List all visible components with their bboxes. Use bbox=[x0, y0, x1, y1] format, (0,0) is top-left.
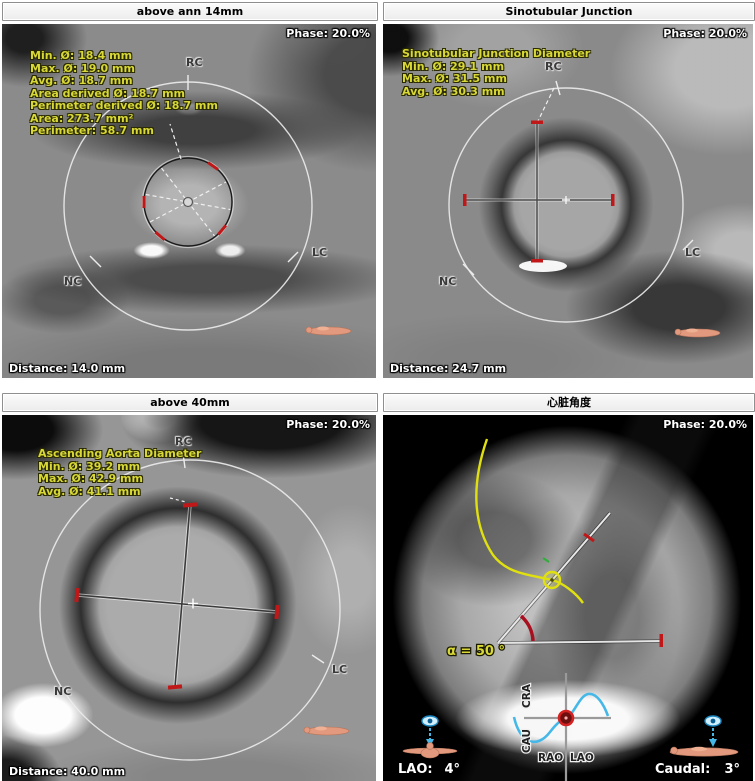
measurement-handle[interactable] bbox=[167, 684, 183, 690]
patient-side-icon bbox=[669, 746, 739, 757]
measurement-handle[interactable] bbox=[274, 604, 280, 620]
center-cross[interactable] bbox=[562, 196, 570, 204]
panel-title-cardiac-angle[interactable]: 心脏角度 bbox=[383, 393, 755, 412]
ct-viewport-stj[interactable]: Phase: 20.0% Sinotubular Junction Diamet… bbox=[383, 24, 753, 378]
distance-readout: Distance: 24.7 mm bbox=[390, 362, 507, 375]
phase-indicator: Phase: 20.0% bbox=[663, 418, 747, 431]
phase-indicator: Phase: 20.0% bbox=[286, 418, 370, 431]
crossing-marker-dot bbox=[550, 578, 554, 582]
axis-label-cra: CRA bbox=[521, 683, 533, 708]
eye-pupil bbox=[710, 718, 716, 724]
distance-readout: Distance: 40.0 mm bbox=[9, 765, 126, 778]
reference-circle[interactable] bbox=[448, 87, 684, 323]
panel-title-ascending-aorta[interactable]: above 40mm bbox=[2, 393, 378, 412]
readout-value: 4° bbox=[444, 762, 460, 777]
ct-viewport-above-ann[interactable]: Phase: 20.0% Min. Ø: 18.4 mm Max. Ø: 19.… bbox=[2, 24, 376, 378]
measurement-handle[interactable] bbox=[154, 230, 166, 242]
cusp-label-rc: RC bbox=[545, 60, 562, 73]
measurement-handle[interactable] bbox=[182, 502, 198, 508]
measurement-handle[interactable] bbox=[463, 194, 467, 206]
calcification-spot bbox=[519, 260, 567, 272]
projection-marker-dot bbox=[564, 716, 568, 720]
patient-orientation-icon bbox=[303, 726, 350, 736]
measurement-handle[interactable] bbox=[142, 196, 146, 208]
cusp-label-lc: LC bbox=[312, 246, 328, 259]
cusp-label-nc: NC bbox=[439, 275, 457, 288]
cusp-label-lc: LC bbox=[332, 663, 348, 676]
measurement-handle[interactable] bbox=[659, 634, 664, 647]
measurement-readout: Min. Ø: 18.4 mm Max. Ø: 19.0 mm Avg. Ø: … bbox=[30, 49, 218, 137]
panel-title-label: 心脏角度 bbox=[547, 396, 591, 409]
diameter-crosshair[interactable] bbox=[463, 120, 615, 263]
measurement-handle[interactable] bbox=[531, 259, 543, 263]
diameter-lines[interactable] bbox=[145, 123, 231, 237]
measurement-handle[interactable] bbox=[74, 587, 80, 603]
readout-label: Caudal: bbox=[655, 762, 711, 777]
green-tick bbox=[542, 557, 550, 563]
ct-viewport-ascending-aorta[interactable]: Phase: 20.0% Ascending Aorta Diameter Mi… bbox=[2, 415, 376, 781]
axis-label-lao: LAO bbox=[570, 752, 594, 764]
angle-value-label: α = 50 ° bbox=[447, 644, 505, 659]
circle-tick bbox=[555, 80, 561, 96]
circle-tick bbox=[182, 452, 186, 469]
center-handle[interactable] bbox=[182, 196, 194, 208]
readout-label: LAO: bbox=[398, 762, 433, 777]
fluoro-viewport-cardiac-angle[interactable]: Phase: 20.0% α = 50 ° CRA CAU RAO LAO bbox=[383, 415, 753, 781]
panel-title-label: above 40mm bbox=[150, 396, 230, 409]
panel-title-label: Sinotubular Junction bbox=[505, 5, 633, 18]
view-direction-right bbox=[669, 715, 739, 757]
measurement-handle[interactable] bbox=[216, 224, 228, 236]
distance-readout: Distance: 14.0 mm bbox=[9, 362, 126, 375]
angle-overlay[interactable]: α = 50 ° CRA CAU RAO LAO bbox=[383, 415, 753, 781]
cusp-label-rc: RC bbox=[175, 435, 192, 448]
projection-axis-diagram[interactable]: CRA CAU RAO LAO bbox=[512, 673, 611, 781]
cusp-label-nc: NC bbox=[54, 685, 72, 698]
center-cross[interactable] bbox=[188, 598, 198, 609]
view-direction-left bbox=[402, 715, 458, 759]
angle-arc bbox=[519, 614, 535, 642]
cusp-label-nc: NC bbox=[64, 275, 82, 288]
measurement-readout: Sinotubular Junction Diameter Min. Ø: 29… bbox=[402, 47, 591, 98]
panel-title-label: above ann 14mm bbox=[136, 5, 244, 18]
contour-handles[interactable] bbox=[142, 161, 228, 242]
view-arrow-head bbox=[709, 739, 717, 747]
circle-tick bbox=[311, 654, 325, 664]
commissure-dash-line bbox=[169, 497, 187, 503]
readout-lao: LAO: 4° bbox=[398, 762, 460, 777]
measurement-readout: Ascending Aorta Diameter Min. Ø: 39.2 mm… bbox=[38, 447, 202, 498]
circle-tick bbox=[89, 255, 102, 268]
measurement-handle[interactable] bbox=[583, 532, 595, 543]
readout-value: 3° bbox=[724, 762, 740, 777]
panel-title-above-ann[interactable]: above ann 14mm bbox=[2, 2, 378, 21]
axis-label-cau: CAU bbox=[521, 729, 533, 753]
phase-indicator: Phase: 20.0% bbox=[663, 27, 747, 40]
phase-indicator: Phase: 20.0% bbox=[286, 27, 370, 40]
annulus-plane-line[interactable] bbox=[497, 512, 611, 644]
cusp-label-lc: LC bbox=[685, 246, 701, 259]
measurement-handle[interactable] bbox=[531, 120, 543, 125]
readout-caudal: Caudal: 3° bbox=[655, 762, 740, 777]
measurement-overlay[interactable] bbox=[2, 415, 376, 781]
panel-title-stj[interactable]: Sinotubular Junction bbox=[383, 2, 755, 21]
horizontal-reference-line[interactable] bbox=[497, 640, 663, 644]
measurement-handle[interactable] bbox=[611, 194, 615, 206]
reference-circle[interactable] bbox=[39, 459, 341, 761]
patient-orientation-icon bbox=[305, 326, 352, 336]
patient-orientation-icon bbox=[674, 328, 721, 338]
circle-tick bbox=[682, 239, 694, 251]
diameter-crosshair[interactable] bbox=[74, 502, 280, 690]
circle-tick bbox=[287, 251, 299, 263]
cusp-label-rc: RC bbox=[186, 56, 203, 69]
eye-pupil bbox=[427, 718, 433, 724]
measurement-overlay[interactable] bbox=[2, 24, 376, 378]
axis-label-rao: RAO bbox=[538, 752, 563, 764]
measurement-overlay[interactable] bbox=[383, 24, 753, 378]
measurement-handle[interactable] bbox=[207, 161, 219, 171]
circle-tick bbox=[462, 263, 475, 276]
aortic-root-curve[interactable] bbox=[475, 438, 584, 604]
patient-front-icon bbox=[402, 742, 458, 759]
